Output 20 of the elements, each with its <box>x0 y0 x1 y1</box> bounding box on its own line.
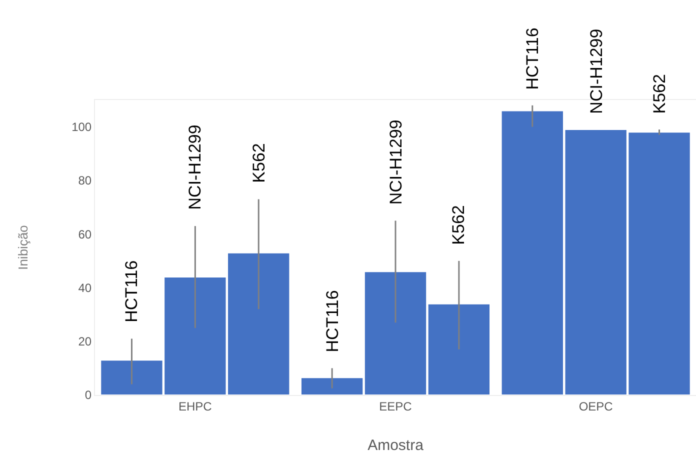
y-axis-title: Inibição <box>16 225 31 270</box>
y-tick-label: 80 <box>78 174 92 188</box>
text: K562 <box>449 205 468 245</box>
x-tick-label: EHPC <box>178 399 212 414</box>
text: NCI-H1299 <box>186 124 205 210</box>
x-axis-title: Amostra <box>368 437 424 454</box>
y-tick-label: 0 <box>84 388 92 402</box>
x-tick-label: OEPC <box>578 399 614 414</box>
text: NCI-H1299 <box>386 120 406 205</box>
text: HCT116 <box>523 28 542 90</box>
y-tick-label: 20 <box>78 334 92 349</box>
x-tick-label: EEPC <box>379 399 412 414</box>
y-tick-label: 100 <box>72 120 92 134</box>
text: HCT116 <box>122 260 142 322</box>
y-tick-label: 60 <box>78 227 92 242</box>
text: K562 <box>650 74 669 114</box>
y-tick-label: 40 <box>78 280 92 295</box>
text: NCI-H1299 <box>586 28 606 114</box>
text: HCT116 <box>322 290 342 352</box>
text: K562 <box>249 143 268 183</box>
